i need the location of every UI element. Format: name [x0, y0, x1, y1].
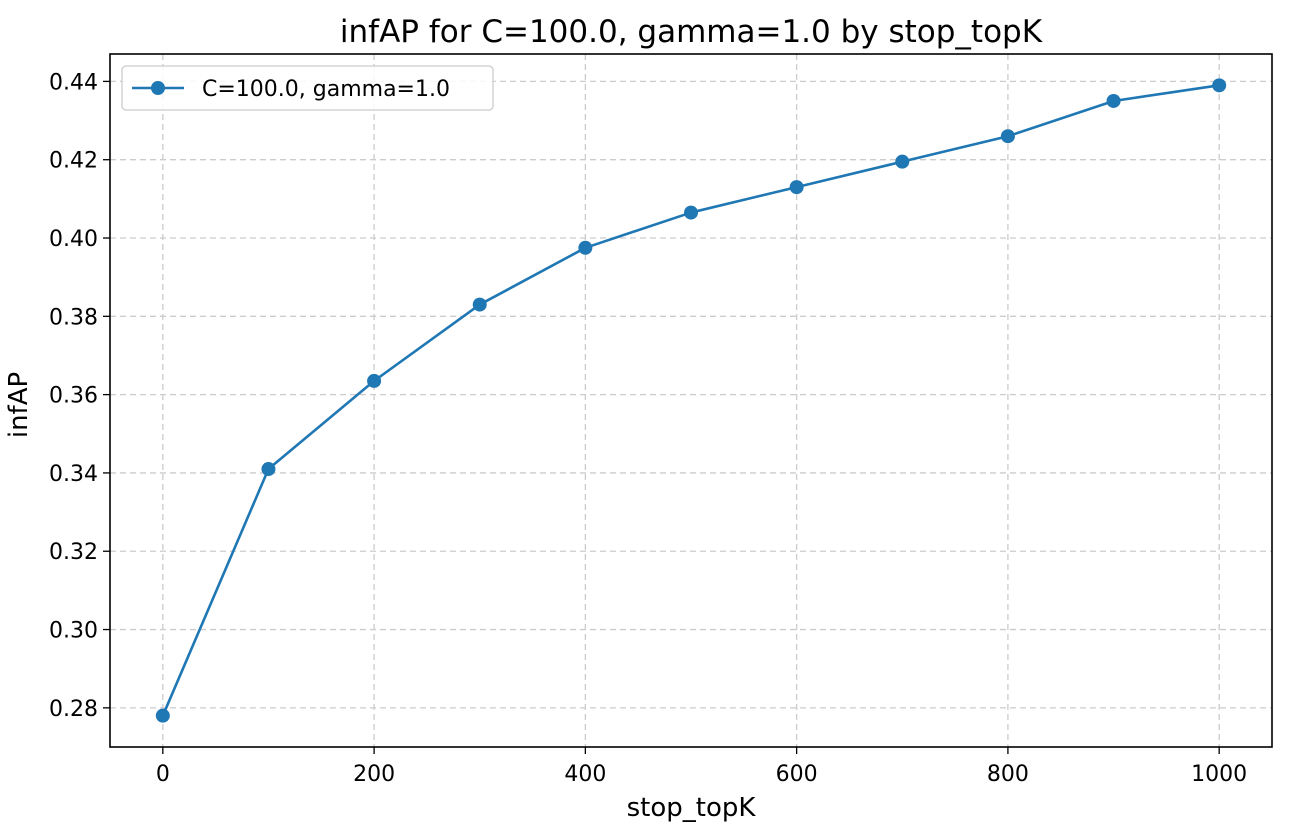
chart-title: infAP for C=100.0, gamma=1.0 by stop_top… [340, 14, 1043, 50]
data-point [261, 462, 276, 477]
data-point [1106, 93, 1121, 108]
y-tick-label: 0.28 [49, 697, 98, 722]
data-point [789, 180, 804, 195]
series-layer [155, 78, 1227, 723]
x-axis-title: stop_topK [627, 793, 757, 823]
data-point [1212, 78, 1227, 93]
y-tick-label: 0.34 [49, 462, 98, 487]
legend: C=100.0, gamma=1.0 [121, 65, 494, 111]
y-tick-label: 0.32 [49, 540, 98, 565]
data-point [367, 373, 382, 388]
data-point [472, 297, 487, 312]
y-tick-label: 0.40 [49, 227, 98, 252]
legend-marker-swatch [151, 81, 165, 95]
data-point [155, 708, 170, 723]
y-tick-label: 0.30 [49, 619, 98, 644]
grid [110, 54, 1272, 747]
x-tick-label: 0 [156, 762, 170, 787]
data-point [578, 240, 593, 255]
y-tick-label: 0.38 [49, 305, 98, 330]
y-tick-label: 0.42 [49, 149, 98, 174]
x-tick-label: 600 [776, 762, 818, 787]
x-tick-label: 800 [987, 762, 1029, 787]
x-tick-label: 1000 [1191, 762, 1247, 787]
legend-box [121, 65, 494, 111]
data-point [684, 205, 698, 220]
data-point [1000, 129, 1015, 144]
y-tick-label: 0.36 [49, 384, 98, 409]
data-point [895, 154, 910, 169]
y-tick-label: 0.44 [49, 70, 98, 95]
axis-ticks: 0 200 400 600 800 1000 0.28 0.30 0.32 0.34 0.36 0.3… [49, 70, 1247, 787]
legend-label: C=100.0, gamma=1.0 [202, 77, 450, 102]
x-tick-label: 400 [564, 762, 606, 787]
plot-frame [109, 53, 1273, 748]
x-tick-label: 200 [353, 762, 395, 787]
y-axis-title: infAP [4, 372, 34, 438]
